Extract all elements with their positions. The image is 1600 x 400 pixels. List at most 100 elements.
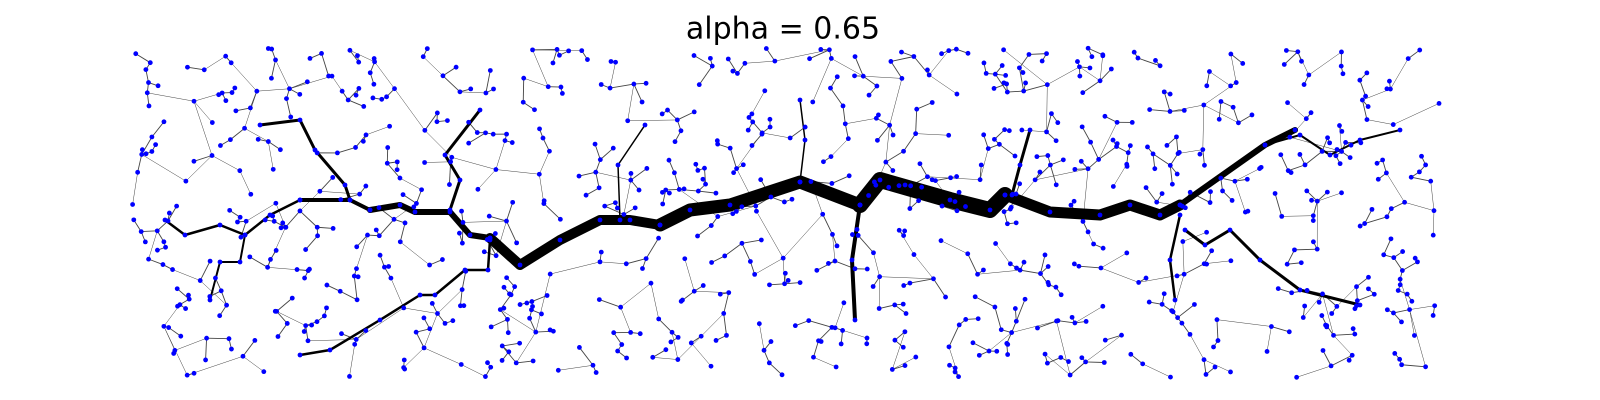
node [391, 216, 397, 222]
node [761, 347, 767, 353]
edge [1028, 53, 1047, 55]
node [442, 152, 448, 158]
node [139, 147, 145, 153]
node [504, 218, 509, 224]
node [1288, 170, 1294, 175]
edge [135, 53, 151, 64]
node [611, 330, 617, 336]
node [1320, 291, 1325, 297]
node [832, 325, 838, 331]
node [754, 208, 759, 214]
edge [1018, 67, 1025, 92]
edge [967, 253, 978, 275]
node [315, 233, 320, 239]
node [422, 160, 428, 165]
edge [1113, 164, 1127, 187]
node [592, 141, 598, 147]
node [527, 315, 533, 321]
edge [242, 340, 256, 357]
node [857, 202, 863, 208]
node [1207, 69, 1212, 74]
node [1180, 239, 1186, 244]
edge [1386, 172, 1405, 203]
edge [193, 155, 213, 162]
edge [744, 60, 775, 64]
edge [187, 356, 244, 376]
node [1044, 129, 1049, 135]
node [896, 227, 902, 233]
node [963, 204, 968, 209]
node [457, 177, 463, 183]
node [902, 363, 908, 368]
node [207, 297, 213, 303]
node [1012, 306, 1018, 311]
edge [1015, 299, 1026, 322]
node [637, 331, 643, 337]
node [1300, 315, 1306, 320]
node [596, 297, 602, 303]
node [490, 131, 496, 137]
node [146, 256, 151, 262]
node [1159, 301, 1165, 307]
node [890, 168, 896, 173]
channel [163, 198, 302, 237]
node [513, 360, 519, 366]
edge [1105, 334, 1122, 341]
edge [1087, 47, 1103, 56]
edge [459, 289, 463, 306]
edge [845, 118, 877, 125]
node [457, 89, 463, 95]
node [901, 233, 907, 239]
node [566, 48, 572, 54]
node [1228, 83, 1234, 89]
node [1325, 135, 1330, 141]
edge [394, 88, 426, 131]
node [1399, 319, 1404, 325]
node [1298, 260, 1304, 266]
edge [1232, 107, 1239, 123]
node [130, 202, 136, 207]
edge [239, 170, 252, 195]
node [811, 354, 816, 360]
node [240, 353, 246, 359]
node [360, 138, 366, 144]
node [1366, 286, 1371, 292]
edge [916, 102, 933, 110]
node [1334, 147, 1340, 152]
channel [852, 172, 1013, 218]
edge [1182, 241, 1185, 275]
node [414, 201, 419, 206]
node [1319, 313, 1325, 318]
node [376, 205, 382, 211]
channel [1183, 228, 1362, 307]
node [1388, 236, 1394, 242]
node [841, 300, 847, 306]
node [952, 369, 958, 375]
node [1339, 190, 1344, 196]
node [223, 53, 229, 59]
node [402, 220, 408, 226]
node [367, 70, 373, 76]
node [954, 174, 960, 179]
edge [627, 119, 678, 121]
node [826, 261, 831, 266]
node [146, 103, 152, 109]
edge [1330, 354, 1353, 367]
node [619, 342, 625, 347]
node [899, 49, 904, 55]
edge [390, 277, 404, 308]
edge [1283, 51, 1299, 65]
edge [898, 230, 915, 255]
node [948, 175, 953, 181]
node [1204, 229, 1209, 235]
edge [1312, 201, 1318, 216]
edge [220, 290, 228, 306]
edge [1216, 319, 1219, 341]
node [1037, 169, 1043, 175]
node [305, 338, 311, 344]
node [163, 244, 168, 250]
node [356, 86, 362, 91]
node [1161, 291, 1167, 297]
node [160, 262, 166, 267]
node [785, 278, 791, 283]
